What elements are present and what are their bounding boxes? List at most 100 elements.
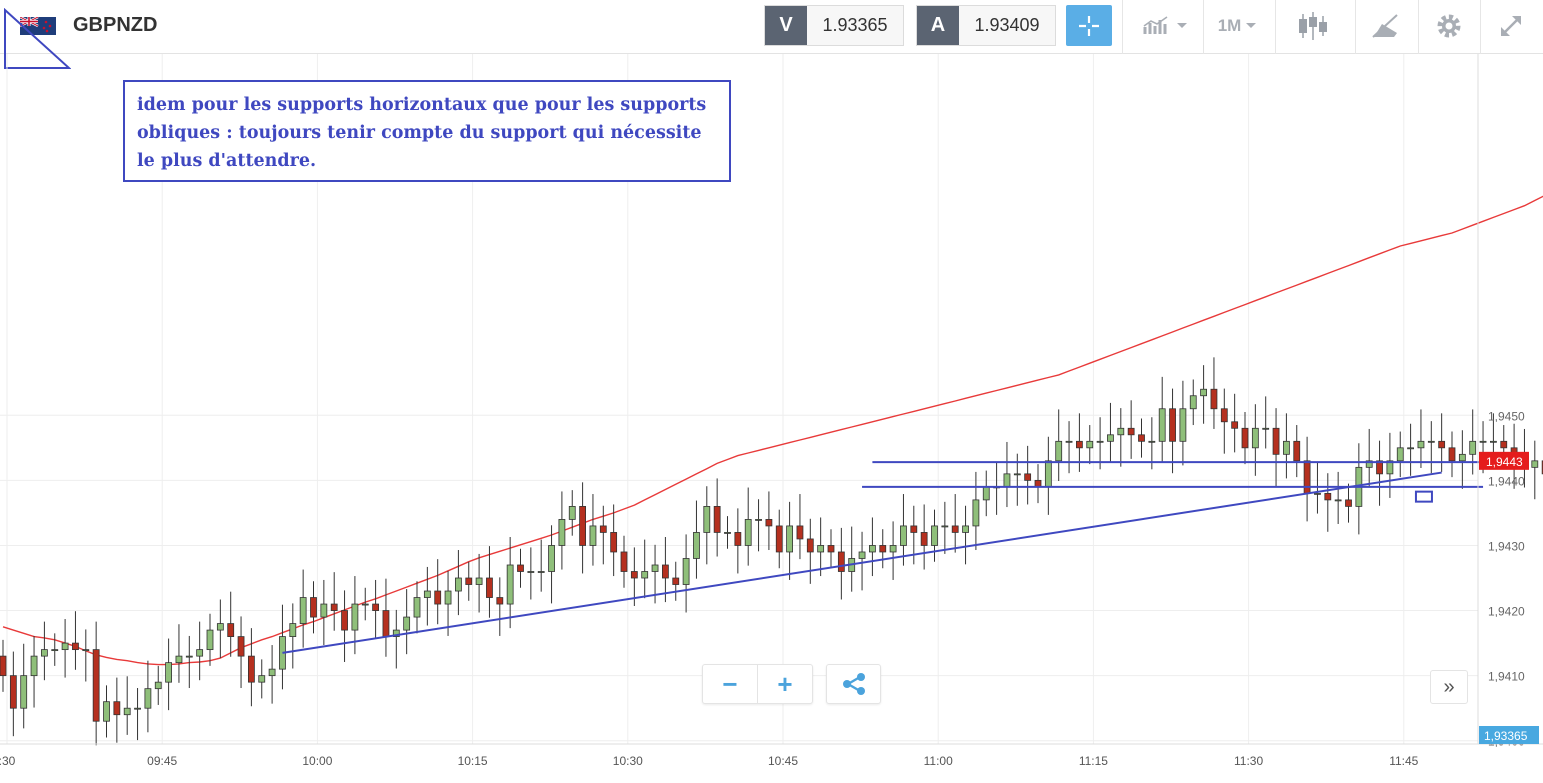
share-button[interactable] [826, 664, 881, 704]
moving-average-layer [2, 195, 1543, 666]
toolbar-separator [1122, 0, 1123, 54]
candle-body [1138, 434, 1145, 442]
candle-body [548, 545, 555, 572]
candle-body [341, 610, 348, 631]
candle-body [330, 603, 338, 611]
candle-body [630, 571, 638, 579]
candle-body [506, 564, 514, 605]
candle-body [1179, 408, 1187, 442]
candle-body [568, 506, 576, 520]
candle-body [744, 519, 752, 546]
candle-body [475, 577, 483, 585]
candle-body [1303, 460, 1311, 494]
x-tick-label: :30 [0, 754, 16, 768]
candle-body [41, 649, 48, 657]
last-price-badge [1479, 451, 1529, 470]
candles-layer [0, 357, 1543, 746]
timeframe-button[interactable]: 1M [1208, 5, 1268, 46]
candle-body [537, 571, 545, 573]
toolbar-separator [1203, 0, 1204, 54]
chart-type-button[interactable] [1282, 5, 1346, 46]
candle-body [775, 525, 783, 553]
chart-axes: 1,94001,94101,94201,94301,94401,9450:300… [0, 54, 1543, 768]
candle-body [444, 590, 452, 605]
candle-body [123, 707, 131, 716]
candle-body [1127, 427, 1135, 436]
x-tick-label: 10:00 [302, 754, 332, 768]
candle-body [310, 597, 317, 618]
candle-body [1407, 447, 1414, 450]
candle-body [403, 616, 411, 631]
x-tick-label: 11:30 [1234, 754, 1263, 768]
candle-body [1251, 427, 1259, 449]
candle-body [1024, 473, 1032, 481]
zoom-in-button[interactable]: + [757, 665, 812, 703]
candle-body [558, 519, 566, 546]
toolbar-separator [1418, 0, 1419, 54]
candle-body [641, 571, 649, 579]
candle-body [765, 519, 773, 527]
fullscreen-button[interactable] [1490, 5, 1532, 46]
oblique-support-line [282, 471, 1442, 654]
candle-body [1158, 408, 1166, 442]
chart-toolbar: GBPNZD V 1.93365 A 1.93409 1M [0, 0, 1543, 69]
candle-body [1386, 460, 1394, 475]
candle-body [1055, 440, 1063, 462]
candle-body [817, 545, 825, 553]
candle-body [1231, 421, 1239, 429]
candle-body [1500, 440, 1508, 449]
candle-body [724, 532, 731, 534]
candle-body [268, 668, 276, 677]
candle-body [51, 649, 59, 652]
candle-body [662, 564, 669, 579]
x-tick-label: 10:45 [768, 754, 798, 768]
candle-body [1241, 427, 1249, 449]
candle-body [651, 564, 659, 572]
candle-body [486, 577, 493, 598]
x-tick-label: 11:00 [924, 754, 953, 768]
candle-body [382, 610, 390, 637]
candle-body [1469, 440, 1477, 455]
scroll-forward-button[interactable]: » [1430, 670, 1468, 704]
candle-body [982, 486, 990, 501]
drawing-tools-button[interactable] [1360, 5, 1410, 46]
candle-body [465, 577, 473, 585]
candle-body [858, 551, 866, 559]
indicators-button[interactable] [1134, 5, 1194, 46]
candle-body [1314, 492, 1321, 495]
break-marker-box [1414, 490, 1433, 503]
buy-price: 1.93409 [959, 6, 1055, 45]
candle-body [82, 649, 90, 652]
candle-body [517, 564, 524, 572]
candle-body [247, 655, 255, 683]
corner-drawing-mark [4, 8, 71, 69]
candle-body [693, 532, 700, 559]
candle-body [320, 603, 328, 618]
x-tick-label: 11:15 [1079, 754, 1108, 768]
settings-button[interactable] [1426, 5, 1472, 46]
candle-body [713, 506, 721, 533]
candle-body [1200, 388, 1207, 397]
candle-body [682, 558, 690, 585]
zoom-out-button[interactable]: − [722, 668, 738, 699]
candle-body [299, 597, 307, 624]
candle-body [1438, 440, 1446, 449]
annotation-text-box[interactable]: idem pour les supports horizontaux que p… [123, 80, 731, 182]
candle-body [103, 701, 110, 722]
candle-body [361, 603, 369, 606]
candle-body [599, 525, 607, 533]
candle-body [1293, 440, 1301, 462]
candle-body [1044, 460, 1052, 488]
buy-price-button[interactable]: A 1.93409 [916, 5, 1056, 46]
sell-price-button[interactable]: V 1.93365 [764, 5, 904, 46]
indicators-icon [1143, 15, 1187, 34]
candle-body [806, 538, 814, 553]
candle-body [434, 590, 442, 605]
crosshair-button[interactable] [1066, 5, 1112, 46]
candlestick-chart[interactable]: 1,94001,94101,94201,94301,94401,9450:300… [0, 54, 1543, 783]
candle-body [206, 629, 214, 651]
candle-body [92, 649, 100, 722]
candle-body [1189, 395, 1197, 410]
candle-body [1169, 408, 1176, 442]
candle-body [931, 525, 938, 546]
